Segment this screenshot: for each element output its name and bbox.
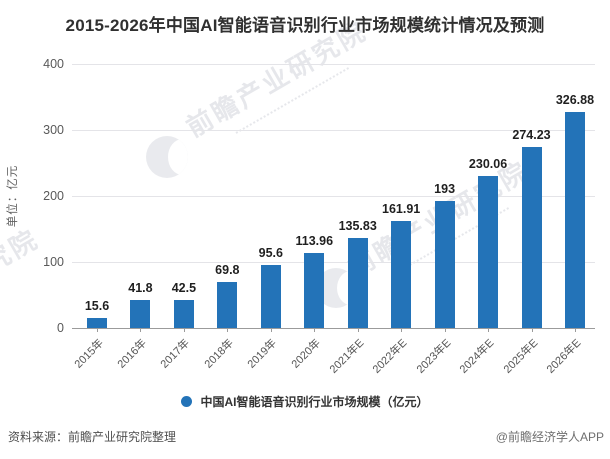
y-tick-label: 100: [43, 255, 64, 269]
bar: [304, 252, 325, 328]
x-tick-label: 2016年: [115, 337, 150, 371]
x-tick-label: 2023年E: [414, 337, 454, 376]
y-tick-label: 400: [43, 57, 64, 71]
credit-text: @前瞻经济学人APP: [495, 430, 604, 444]
bar-value-label: 95.6: [258, 245, 283, 260]
x-tick-label: 2026年E: [544, 337, 584, 376]
source-text: 资料来源：前瞻产业研究院整理: [8, 430, 177, 444]
bar: [478, 176, 499, 328]
legend-label: 中国AI智能语音识别行业市场规模（亿元）: [200, 395, 429, 409]
bar-value-label: 274.23: [512, 128, 551, 142]
x-tick: [574, 328, 576, 332]
x-tick: [444, 328, 446, 332]
bar: [130, 300, 151, 328]
gridline: [72, 130, 595, 131]
x-tick-label: 2025年E: [501, 337, 541, 376]
gridline: [72, 196, 595, 197]
x-tick-label: 2019年: [245, 337, 280, 371]
chart-title: 2015-2026年中国AI智能语音识别行业市场规模统计情况及预测: [65, 16, 545, 35]
y-tick-label: 300: [43, 123, 64, 137]
bar: [347, 238, 368, 328]
bar-value-label: 69.8: [215, 262, 240, 277]
x-tick-label: 2015年: [72, 337, 106, 371]
bar-value-label: 42.5: [171, 280, 197, 295]
x-tick-label: 2018年: [202, 337, 236, 371]
bar-value-label: 326.88: [555, 93, 595, 108]
x-tick: [401, 328, 403, 332]
legend: 中国AI智能语音识别行业市场规模（亿元）: [0, 393, 610, 410]
gridline: [72, 64, 595, 65]
gridline: [72, 262, 595, 263]
x-tick-label: 2022年E: [371, 337, 410, 376]
y-tick-label: 200: [43, 189, 64, 203]
bar: [564, 112, 585, 328]
bar: [391, 221, 412, 328]
x-tick: [140, 328, 142, 332]
x-tick: [531, 328, 533, 332]
bar: [434, 200, 455, 328]
x-tick-label: 2021年E: [327, 337, 367, 376]
bar: [87, 317, 107, 328]
legend-marker-icon: [181, 396, 193, 407]
bar: [173, 299, 194, 328]
x-tick: [488, 328, 490, 332]
bar: [260, 264, 281, 328]
x-tick: [97, 328, 98, 332]
bar-value-label: 113.96: [295, 233, 334, 248]
x-tick: [270, 328, 272, 332]
watermark-text-left-partial: 前瞻产业研究院: [0, 223, 45, 351]
y-tick-label: 0: [57, 321, 64, 335]
bar: [217, 281, 238, 328]
x-tick-label: 2017年: [158, 337, 193, 371]
footer: 资料来源：前瞻产业研究院整理 @前瞻经济学人APP: [8, 428, 604, 445]
bar: [521, 147, 542, 328]
x-tick: [227, 328, 229, 332]
bar-value-label: 15.6: [84, 298, 110, 313]
bar-value-label: 193: [434, 181, 456, 196]
bar-value-label: 41.8: [128, 281, 153, 296]
bar-value-label: 135.83: [338, 219, 377, 234]
x-tick-label: 2024年E: [457, 337, 497, 376]
bar-value-label: 161.91: [382, 202, 421, 217]
bar-value-label: 230.06: [468, 157, 508, 172]
x-tick-label: 2020年: [289, 337, 323, 371]
x-tick: [357, 328, 359, 332]
x-tick: [314, 328, 316, 332]
plot-area: 单位：亿元 0 100 200 300 400 15.6 2015年 41.8 2016年 42.…: [7, 57, 595, 376]
y-axis-unit-label: 单位：亿元: [7, 164, 19, 228]
x-tick: [183, 328, 185, 332]
